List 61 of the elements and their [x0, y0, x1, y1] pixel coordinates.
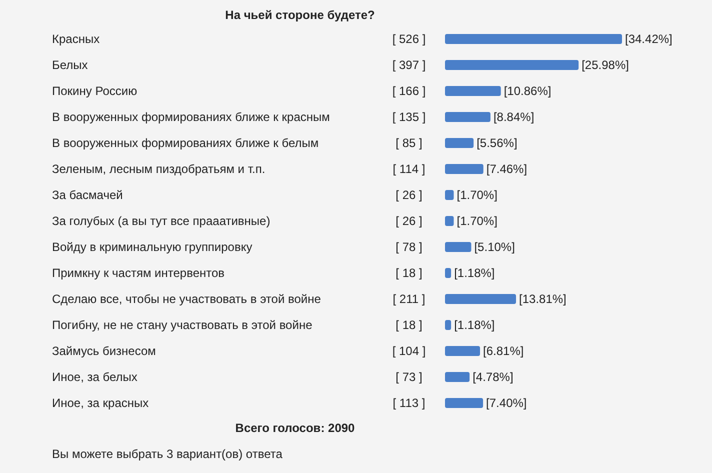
bar [445, 372, 470, 382]
bar [445, 112, 490, 122]
data-label: [5.56%] [476, 136, 518, 150]
bar [445, 164, 484, 174]
bar [445, 294, 516, 304]
data-label: [1.18%] [454, 318, 495, 332]
bar [445, 242, 472, 252]
y-tick-label: Сделаю все, чтобы не участвовать в этой войне [52, 292, 322, 306]
text: [ 397 ] [392, 58, 426, 72]
text: [ 85 ] [396, 136, 422, 150]
y-tick-label: Погибну, не не стану участвовать в этой войне [52, 318, 313, 332]
data-label: [1.18%] [454, 266, 495, 280]
text: [ 18 ] [396, 318, 422, 332]
data-label: [34.42%] [625, 32, 672, 46]
text: [ 18 ] [396, 266, 422, 280]
data-label: [25.98%] [582, 58, 629, 72]
y-tick-label: Зеленым, лесным пиздобратьям и т.п. [52, 162, 266, 176]
bar [445, 398, 484, 408]
data-label: [10.86%] [504, 84, 552, 98]
text: [ 114 ] [392, 162, 426, 176]
text: На чьей стороне будете? [225, 8, 375, 22]
text: Всего голосов: 2090 [235, 421, 356, 435]
bar [445, 138, 474, 148]
y-tick-label: За голубых (а вы тут все прааативные) [52, 214, 270, 228]
text: [ 135 ] [392, 110, 426, 124]
y-tick-label: В вооруженных формированиях ближе к красным [52, 110, 330, 124]
y-tick-label: Покину Россию [52, 84, 138, 98]
bar [445, 34, 622, 44]
y-tick-label: Примкну к частям интервентов [52, 266, 225, 280]
bar [445, 216, 454, 226]
bar [445, 346, 480, 356]
text: [ 26 ] [396, 214, 422, 228]
text: [ 526 ] [392, 32, 426, 46]
data-label: [7.46%] [486, 162, 528, 176]
text: [ 73 ] [396, 370, 422, 384]
data-label: [8.84%] [493, 110, 534, 124]
y-tick-label: Белых [52, 58, 88, 72]
data-label: [5.10%] [474, 240, 515, 254]
data-label: [6.81%] [483, 344, 524, 358]
y-tick-label: Войду в криминальную группировку [52, 240, 252, 254]
y-tick-label: Красных [52, 32, 100, 46]
text: [ 104 ] [392, 344, 426, 358]
data-label: [1.70%] [456, 214, 498, 228]
text: Вы можете выбрать 3 вариант(ов) ответа [52, 447, 283, 461]
text: [ 78 ] [396, 240, 422, 254]
y-tick-label: Займусь бизнесом [52, 344, 156, 358]
text: [ 211 ] [392, 292, 426, 306]
data-label: [4.78%] [472, 370, 514, 384]
text: [ 26 ] [396, 188, 422, 202]
y-tick-label: Иное, за белых [52, 370, 138, 384]
bar [445, 86, 501, 96]
bar [445, 190, 454, 200]
bar [445, 60, 579, 70]
text: [ 166 ] [392, 84, 426, 98]
data-label: [1.70%] [456, 188, 498, 202]
y-tick-label: В вооруженных формированиях ближе к белым [52, 136, 319, 150]
text: [ 113 ] [392, 396, 426, 410]
y-tick-label: За басмачей [52, 188, 123, 202]
y-tick-label: Иное, за красных [52, 396, 149, 410]
data-label: [7.40%] [486, 396, 527, 410]
data-label: [13.81%] [519, 292, 566, 306]
